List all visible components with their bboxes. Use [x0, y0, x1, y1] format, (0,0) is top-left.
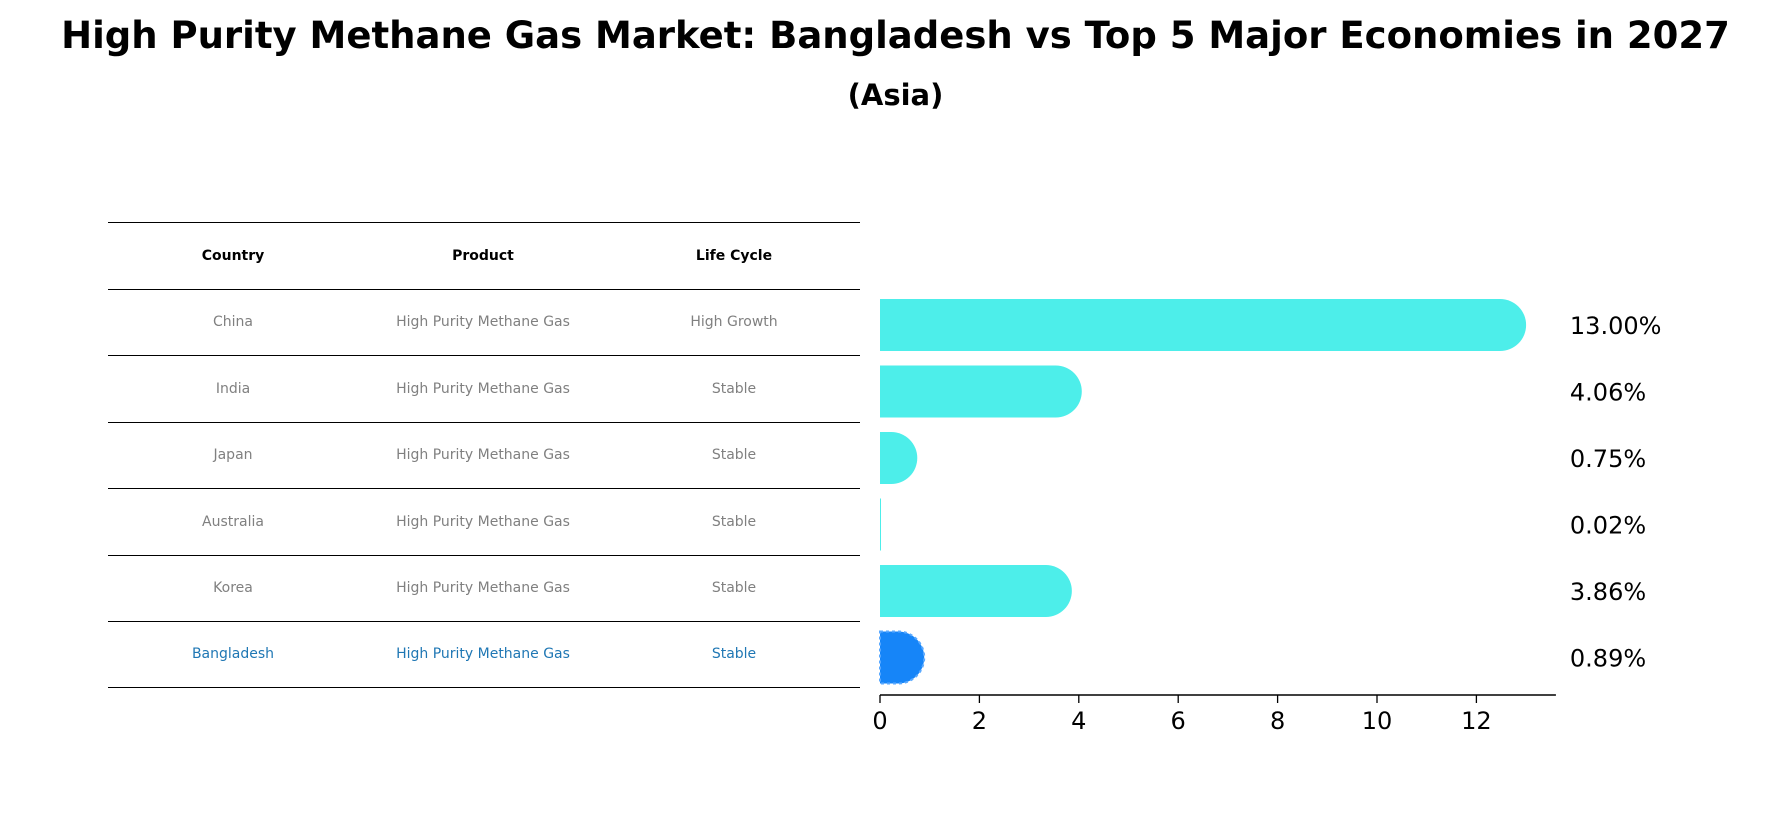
table-header-row: Country Product Life Cycle [108, 222, 860, 289]
row-life-cycle: Stable [711, 513, 757, 530]
row-life-cycle: Stable [711, 646, 757, 663]
table-row: Korea High Purity Methane Gas Stable [108, 554, 860, 622]
x-tick-label: 0 [872, 707, 887, 735]
data-label: 3.86% [1570, 578, 1646, 606]
bar-india [880, 365, 1082, 418]
data-label: 0.02% [1570, 512, 1646, 540]
chart-subtitle: (Asia) [847, 78, 944, 112]
row-country: Australia [202, 513, 264, 530]
bar-japan [880, 432, 918, 484]
row-country: India [215, 380, 251, 397]
country-table: Country Product Life Cycle China High Pu… [108, 222, 860, 688]
row-product: High Purity Methane Gas [396, 314, 570, 331]
row-product: High Purity Methane Gas [396, 513, 570, 530]
row-life-cycle: Stable [711, 447, 757, 464]
table-row: India High Purity Methane Gas Stable [108, 355, 860, 422]
table-row-highlighted: Bangladesh High Purity Methane Gas Stabl… [108, 621, 860, 688]
header-life-cycle: Life Cycle [695, 247, 773, 264]
data-label: 0.89% [1570, 645, 1646, 673]
row-product: High Purity Methane Gas [396, 580, 570, 597]
x-tick-label: 6 [1171, 707, 1186, 735]
row-product: High Purity Methane Gas [396, 380, 570, 397]
row-country: Korea [213, 580, 253, 597]
x-tick-label: 12 [1461, 707, 1492, 735]
row-life-cycle: Stable [711, 580, 757, 597]
bar-bangladesh [879, 630, 926, 685]
row-product: High Purity Methane Gas [396, 646, 570, 663]
header-product: Product [452, 247, 514, 264]
bar-korea [880, 565, 1072, 617]
row-life-cycle: High Growth [690, 314, 778, 331]
row-country: Japan [213, 447, 253, 464]
bar-china [880, 299, 1527, 351]
bar-australia [880, 498, 881, 551]
row-country: Bangladesh [191, 646, 275, 663]
data-label: 13.00% [1570, 312, 1662, 340]
x-tick-label: 8 [1270, 707, 1285, 735]
data-label: 4.06% [1570, 379, 1646, 407]
header-country: Country [201, 247, 265, 264]
row-product: High Purity Methane Gas [396, 447, 570, 464]
data-label: 0.75% [1570, 445, 1646, 473]
row-life-cycle: Stable [711, 380, 757, 397]
table-row: China High Purity Methane Gas High Growt… [108, 288, 860, 356]
table-row: Australia High Purity Methane Gas Stable [108, 488, 860, 555]
x-tick-label: 2 [972, 707, 987, 735]
x-tick-label: 4 [1071, 707, 1086, 735]
table-row: Japan High Purity Methane Gas Stable [108, 421, 860, 489]
chart-title: High Purity Methane Gas Market: Banglade… [61, 14, 1730, 57]
row-country: China [213, 314, 253, 331]
x-tick-label: 10 [1362, 707, 1393, 735]
